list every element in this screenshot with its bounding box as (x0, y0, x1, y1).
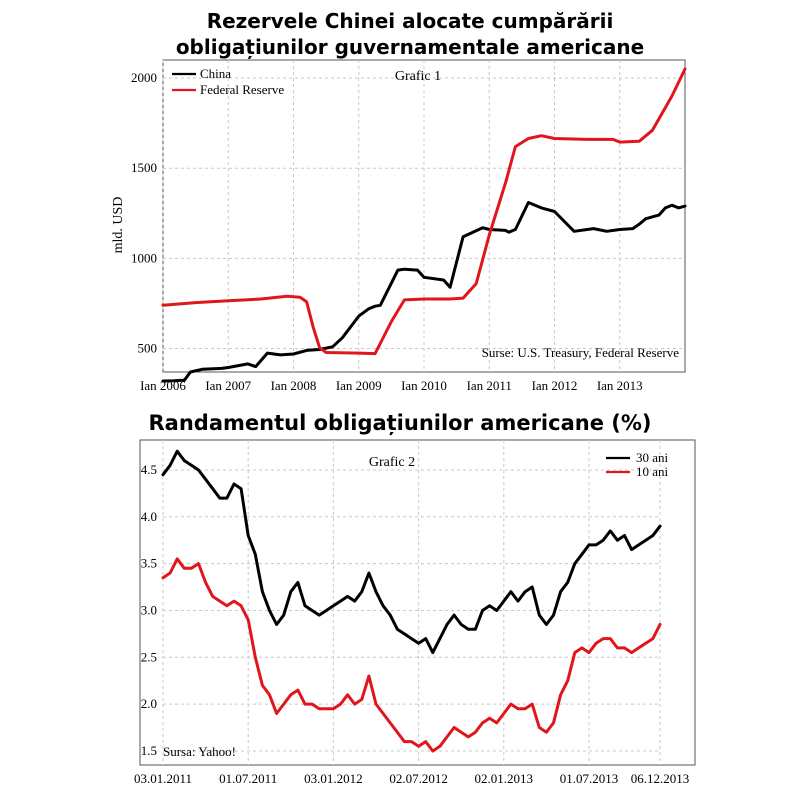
x-tick-label: Ian 2008 (271, 378, 317, 393)
y-tick-label: 3.5 (141, 556, 157, 571)
legend-label-fed: Federal Reserve (200, 82, 284, 97)
chart-2-grid (162, 440, 661, 765)
x-tick-label: 06.12.2013 (631, 771, 690, 786)
chart-2-label: Grafic 2 (369, 455, 415, 470)
x-tick-label: 03.01.2012 (304, 771, 363, 786)
y-tick-label: 1500 (131, 160, 157, 175)
legend-label-china: China (200, 66, 231, 81)
chart-1-y-ticks: 500 1000 1500 2000 (131, 70, 157, 356)
y-tick-label: 4.5 (141, 462, 157, 477)
chart-1-grid (162, 60, 685, 372)
chart-1-series (161, 67, 687, 383)
x-tick-label: 01.07.2013 (560, 771, 619, 786)
chart-2-title: Randamentul obligațiunilor americane (%) (149, 411, 652, 436)
chart-2-source: Sursa: Yahoo! (163, 744, 236, 759)
y-tick-label: 2000 (131, 70, 157, 85)
x-tick-label: 02.07.2012 (389, 771, 448, 786)
series-line-1 (161, 67, 687, 356)
legend-label-30: 30 ani (636, 450, 669, 465)
legend-label-10: 10 ani (636, 464, 669, 479)
series-line-0 (161, 449, 662, 655)
x-tick-label: Ian 2011 (467, 378, 512, 393)
y-tick-label: 500 (138, 341, 158, 356)
chart-1-x-ticks: Ian 2006 Ian 2007 Ian 2008 Ian 2009 Ian 2010… (140, 378, 643, 393)
y-tick-label: 3.0 (141, 602, 157, 617)
chart-1-y-axis-label: mld. USD (111, 197, 126, 254)
x-tick-label: Ian 2012 (532, 378, 578, 393)
series-line-1 (161, 557, 662, 753)
chart-1-label: Grafic 1 (395, 69, 441, 84)
x-tick-label: Ian 2010 (401, 378, 447, 393)
x-tick-label: 02.01.2013 (475, 771, 534, 786)
y-tick-label: 1000 (131, 250, 157, 265)
x-tick-label: Ian 2007 (205, 378, 251, 393)
chart-1-legend: China Federal Reserve (172, 66, 284, 97)
chart-2-x-ticks: 03.01.2011 01.07.2011 03.01.2012 02.07.2012… (134, 771, 689, 786)
y-tick-label: 4.0 (141, 509, 157, 524)
chart-2-series (161, 449, 662, 753)
chart-1: Rezervele Chinei alocate cumpărării obli… (111, 9, 687, 393)
y-tick-label: 1.5 (141, 743, 157, 758)
y-tick-label: 2.0 (141, 696, 157, 711)
x-tick-label: 01.07.2011 (219, 771, 277, 786)
x-tick-label: Ian 2013 (597, 378, 643, 393)
y-tick-label: 2.5 (141, 649, 157, 664)
chart-2-legend: 30 ani 10 ani (606, 450, 669, 479)
chart-2: Randamentul obligațiunilor americane (%)… (134, 411, 696, 786)
chart-2-y-ticks: 1.5 2.0 2.5 3.0 3.5 4.0 4.5 (141, 462, 157, 758)
chart-1-title-line-2: obligațiunilor guvernamentale americane (176, 35, 644, 59)
x-tick-label: Ian 2009 (336, 378, 382, 393)
chart-1-source: Surse: U.S. Treasury, Federal Reserve (482, 345, 680, 360)
series-line-0 (161, 201, 687, 383)
chart-1-title-line-1: Rezervele Chinei alocate cumpărării (207, 9, 614, 33)
x-tick-label: 03.01.2011 (134, 771, 192, 786)
